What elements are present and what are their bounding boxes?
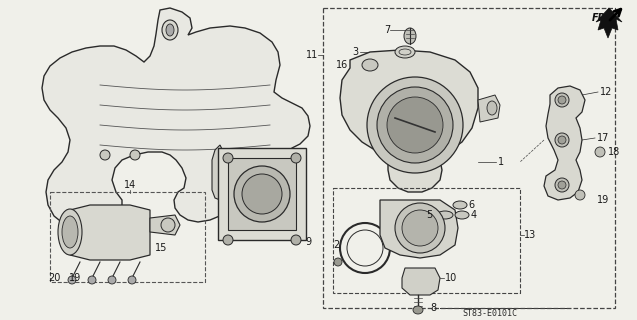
Text: 9: 9	[305, 237, 311, 247]
Text: 12: 12	[600, 87, 612, 97]
Ellipse shape	[161, 218, 175, 232]
Text: 11: 11	[306, 50, 318, 60]
Text: 5: 5	[426, 210, 432, 220]
Ellipse shape	[377, 87, 453, 163]
Polygon shape	[544, 86, 585, 200]
Bar	[218, 148, 306, 240]
Bar	[323, 8, 615, 308]
Polygon shape	[42, 8, 310, 228]
Polygon shape	[478, 95, 500, 122]
Ellipse shape	[455, 211, 469, 219]
Ellipse shape	[162, 20, 178, 40]
Polygon shape	[150, 215, 180, 235]
Ellipse shape	[558, 96, 566, 104]
Text: 17: 17	[597, 133, 610, 143]
Text: 6: 6	[468, 200, 474, 210]
Text: 7: 7	[383, 25, 390, 35]
Ellipse shape	[166, 24, 174, 36]
Ellipse shape	[362, 59, 378, 71]
Bar	[228, 158, 296, 230]
Polygon shape	[212, 145, 230, 200]
Text: 1: 1	[498, 157, 504, 167]
Text: FR.: FR.	[592, 13, 610, 23]
Ellipse shape	[68, 276, 76, 284]
Text: 19: 19	[69, 273, 81, 283]
Ellipse shape	[88, 276, 96, 284]
Text: 16: 16	[336, 60, 348, 70]
Text: 14: 14	[124, 180, 136, 190]
Ellipse shape	[234, 166, 290, 222]
Text: 4: 4	[471, 210, 477, 220]
Ellipse shape	[395, 203, 445, 253]
Ellipse shape	[58, 209, 82, 255]
Ellipse shape	[108, 276, 116, 284]
Ellipse shape	[487, 101, 497, 115]
Ellipse shape	[595, 147, 605, 157]
Ellipse shape	[130, 150, 140, 160]
Ellipse shape	[334, 258, 342, 266]
Ellipse shape	[555, 93, 569, 107]
Text: 15: 15	[155, 243, 168, 253]
Ellipse shape	[223, 235, 233, 245]
Bar	[50, 192, 205, 282]
Polygon shape	[402, 268, 440, 295]
Text: 8: 8	[430, 303, 436, 313]
Ellipse shape	[235, 160, 245, 170]
Ellipse shape	[437, 211, 453, 219]
Ellipse shape	[387, 97, 443, 153]
Ellipse shape	[413, 306, 423, 314]
Ellipse shape	[558, 136, 566, 144]
Text: 2: 2	[334, 240, 340, 250]
Bar	[333, 188, 520, 293]
Ellipse shape	[555, 133, 569, 147]
Ellipse shape	[404, 28, 416, 44]
Ellipse shape	[223, 153, 233, 163]
Ellipse shape	[100, 150, 110, 160]
Polygon shape	[380, 200, 458, 258]
Text: 13: 13	[524, 230, 536, 240]
Ellipse shape	[558, 181, 566, 189]
Text: 10: 10	[445, 273, 457, 283]
Text: 3: 3	[352, 47, 358, 57]
Ellipse shape	[235, 180, 245, 190]
Text: 20: 20	[48, 273, 60, 283]
Text: 19: 19	[597, 195, 609, 205]
Polygon shape	[596, 8, 622, 38]
Ellipse shape	[291, 153, 301, 163]
Text: ST83-E0101C: ST83-E0101C	[462, 309, 517, 318]
Text: 18: 18	[608, 147, 620, 157]
Ellipse shape	[291, 235, 301, 245]
Ellipse shape	[242, 174, 282, 214]
Ellipse shape	[402, 210, 438, 246]
Ellipse shape	[62, 216, 78, 248]
Ellipse shape	[555, 178, 569, 192]
Polygon shape	[340, 50, 478, 192]
Ellipse shape	[128, 276, 136, 284]
Ellipse shape	[453, 201, 467, 209]
Ellipse shape	[575, 190, 585, 200]
Ellipse shape	[367, 77, 463, 173]
Ellipse shape	[395, 46, 415, 58]
Polygon shape	[70, 205, 150, 260]
